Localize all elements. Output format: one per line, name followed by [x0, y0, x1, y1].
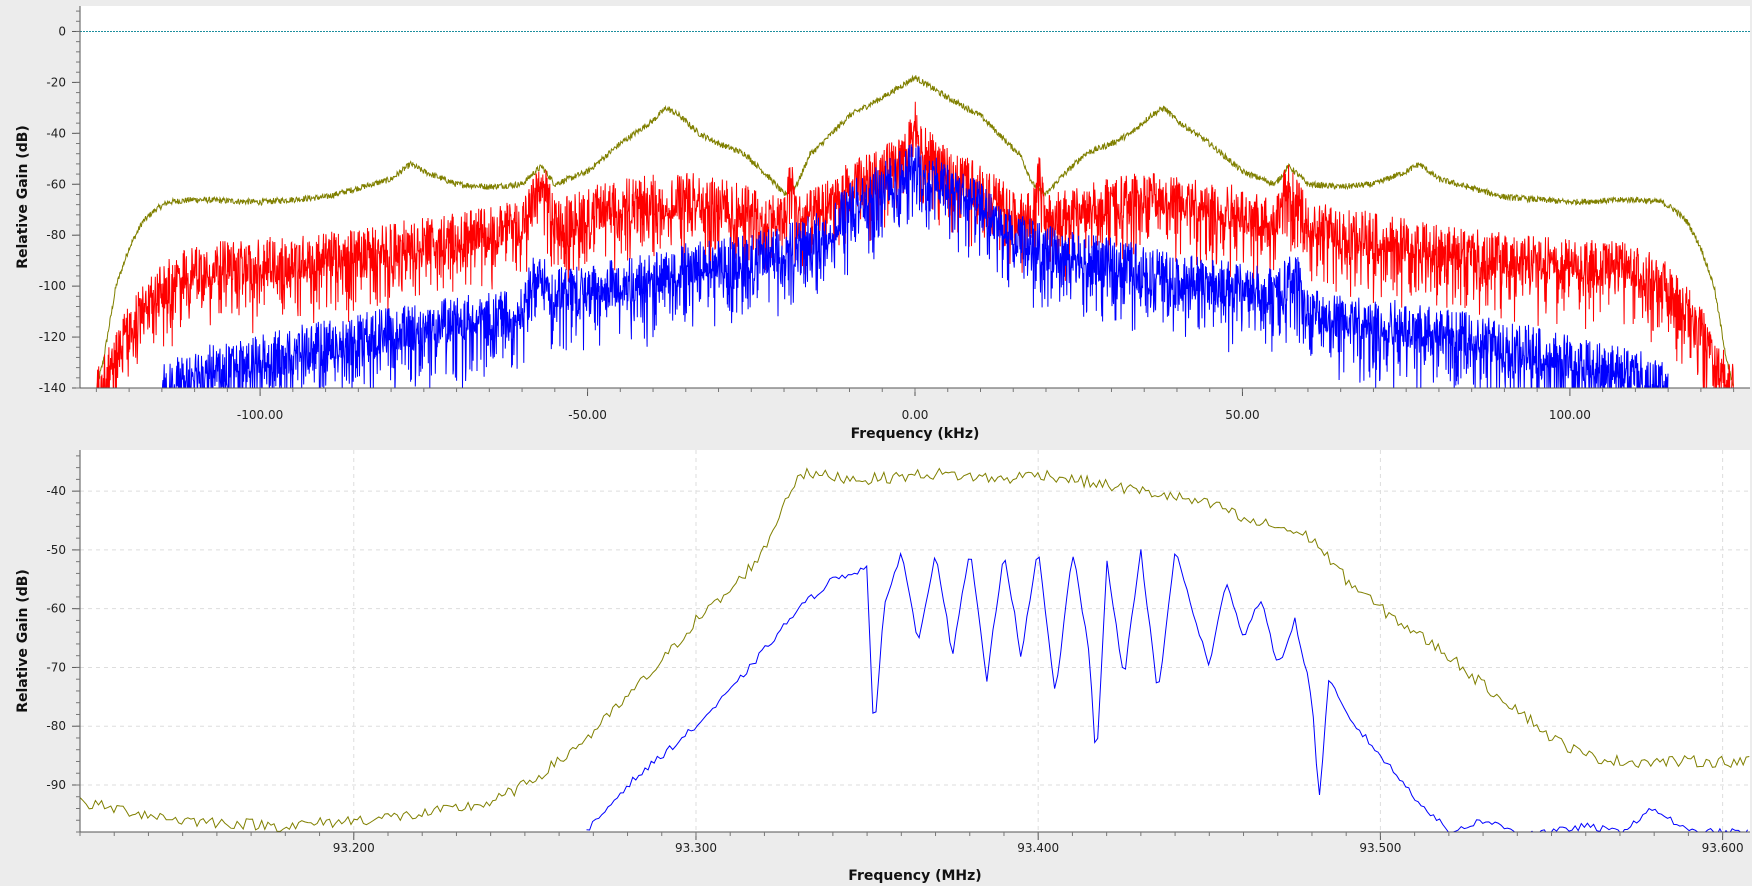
y-tick-label: -80: [46, 719, 66, 733]
y-tick-label: -90: [46, 778, 66, 792]
series-line-3: [161, 144, 1669, 388]
chart-panel-1: 0 -20 -40 -60 -80 -100 -120 -140 -100.00 -50.00 0.…: [15, 6, 1750, 442]
series-line-1: [96, 74, 1735, 388]
y-axis-title: Relative Gain (dB): [15, 125, 31, 269]
x-tick-label: 93.300: [675, 841, 717, 855]
y-tick-label: -120: [39, 330, 66, 344]
series-line-1: [80, 467, 1750, 832]
x-tick-label: 50.00: [1225, 408, 1259, 422]
series-line-2: [96, 101, 1734, 388]
y-tick-label: -50: [46, 543, 66, 557]
y-tick-label: -80: [46, 228, 66, 242]
x-axis-title: Frequency (kHz): [851, 426, 980, 442]
y-tick-label: -100: [39, 279, 66, 293]
x-tick-label: 0.00: [902, 408, 929, 422]
x-tick-label: 93.200: [333, 841, 375, 855]
x-tick-label: 93.600: [1702, 841, 1744, 855]
y-axis-title: Relative Gain (dB): [15, 569, 31, 713]
chart-panel-2: -40 -50 -60 -70 -80 -90 93.200 93.300 93.400 93.5…: [15, 450, 1750, 884]
y-tick-label: -40: [46, 484, 66, 498]
y-tick-label: -40: [46, 126, 66, 140]
x-tick-label: -50.00: [568, 408, 607, 422]
series-line-2: [586, 549, 1749, 832]
y-tick-label: -70: [46, 660, 66, 674]
x-tick-label: -100.00: [237, 408, 283, 422]
x-tick-label: 93.500: [1359, 841, 1401, 855]
x-tick-label: 93.400: [1017, 841, 1059, 855]
plot-area: [80, 450, 1750, 832]
x-tick-label: 100.00: [1549, 408, 1591, 422]
y-tick-label: -60: [46, 177, 66, 191]
y-tick-label: -20: [46, 75, 66, 89]
y-tick-label: 0: [58, 24, 66, 38]
y-tick-label: -140: [39, 381, 66, 395]
y-tick-label: -60: [46, 602, 66, 616]
x-axis-title: Frequency (MHz): [848, 868, 981, 884]
